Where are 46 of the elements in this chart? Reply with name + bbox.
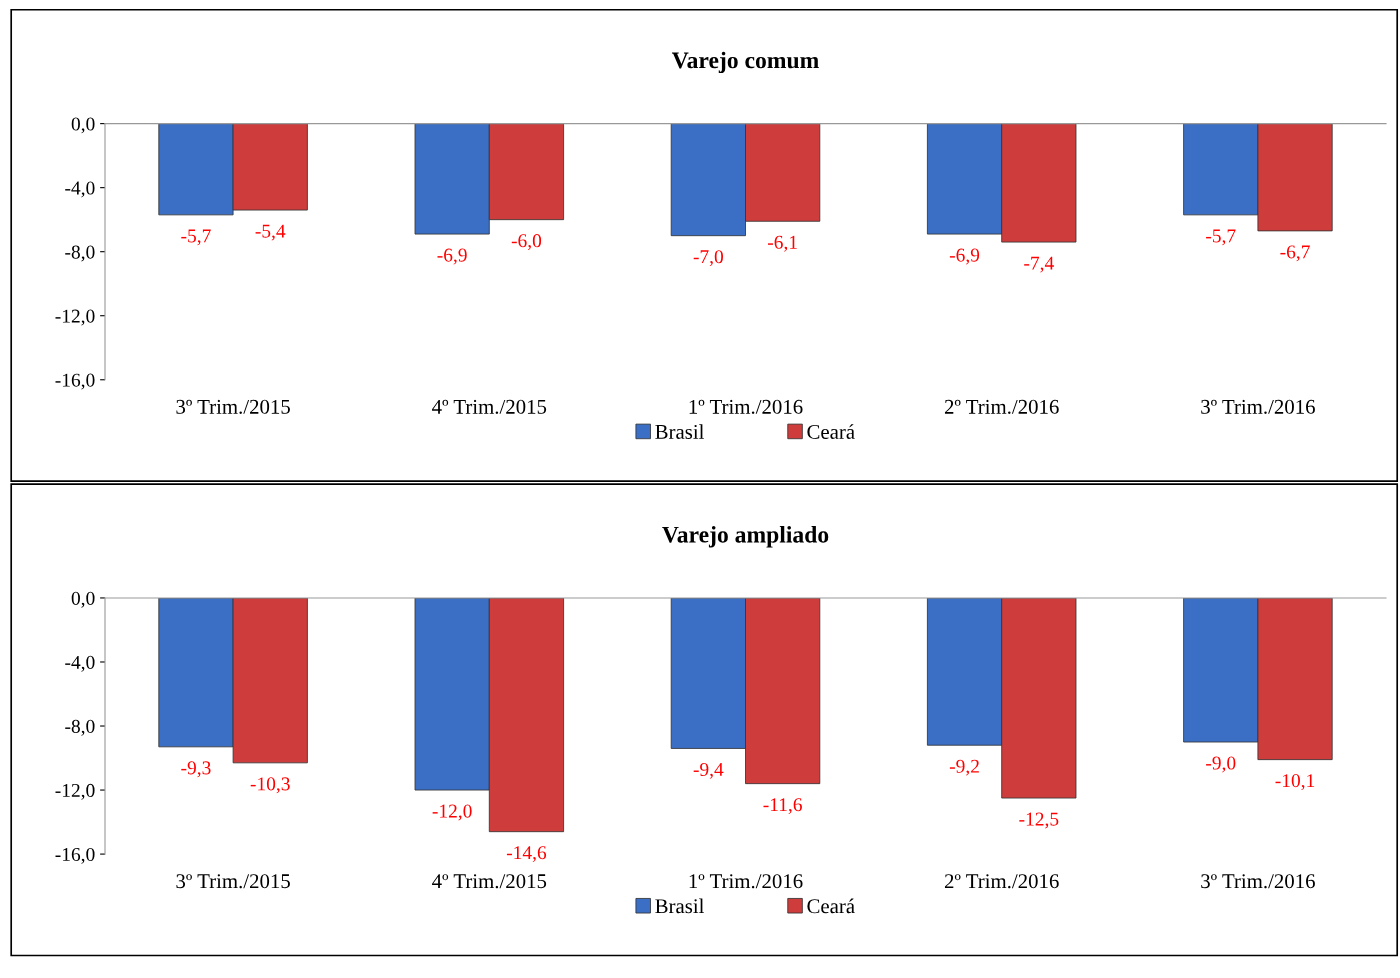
data-label: -5,7: [1206, 229, 1236, 246]
data-label: -6,1: [767, 235, 797, 252]
data-label: -5,7: [181, 229, 211, 246]
data-label: -12,0: [432, 804, 472, 821]
y-tick-label: 0,0: [71, 591, 95, 608]
chart-title: Varejo ampliado: [662, 526, 829, 548]
x-tick-label: 3º Trim./2015: [176, 874, 290, 889]
data-label: -10,1: [1275, 774, 1315, 791]
data-label: -6,7: [1280, 245, 1310, 262]
data-label: -7,4: [1024, 256, 1054, 273]
y-tick-label: -4,0: [65, 655, 95, 672]
x-tick-label: 4º Trim./2015: [432, 874, 547, 889]
data-label: -7,0: [693, 250, 723, 267]
data-label: -12,5: [1019, 812, 1059, 829]
chart-title: Varejo comum: [671, 51, 819, 74]
x-tick-label: 3º Trim./2016: [1201, 874, 1315, 889]
legend-label: Brasil: [655, 424, 705, 439]
y-tick-label: -12,0: [55, 783, 95, 800]
legend-label: Ceará: [807, 898, 855, 914]
x-tick-label: 4º Trim./2015: [432, 399, 547, 414]
data-label: -14,6: [506, 846, 547, 863]
data-label: -9,0: [1206, 756, 1236, 773]
y-tick-label: 0,0: [71, 117, 95, 134]
data-label: -11,6: [763, 798, 802, 815]
data-label: -6,9: [949, 248, 980, 265]
data-label: -5,4: [255, 224, 286, 241]
data-label: -9,2: [949, 759, 979, 776]
legend-label: Ceará: [807, 424, 855, 439]
x-tick-label: 1º Trim./2016: [689, 874, 803, 889]
y-tick-label: -4,0: [65, 181, 95, 198]
y-tick-label: -8,0: [65, 245, 95, 262]
x-tick-label: 1º Trim./2016: [689, 399, 803, 414]
x-tick-label: 3º Trim./2016: [1201, 399, 1315, 414]
data-label: -9,3: [181, 761, 211, 778]
y-tick-label: -12,0: [55, 309, 95, 326]
data-label: -6,0: [511, 234, 542, 251]
y-tick-label: -16,0: [55, 847, 95, 864]
data-label: -6,9: [437, 248, 467, 265]
data-label: -10,3: [250, 777, 290, 794]
x-tick-label: 2º Trim./2016: [944, 874, 1059, 889]
data-label: -9,4: [693, 762, 724, 779]
y-tick-label: -8,0: [65, 719, 95, 736]
y-tick-label: -16,0: [55, 373, 95, 390]
x-tick-label: 3º Trim./2015: [176, 399, 290, 414]
legend-label: Brasil: [655, 898, 705, 914]
x-tick-label: 2º Trim./2016: [944, 399, 1059, 414]
